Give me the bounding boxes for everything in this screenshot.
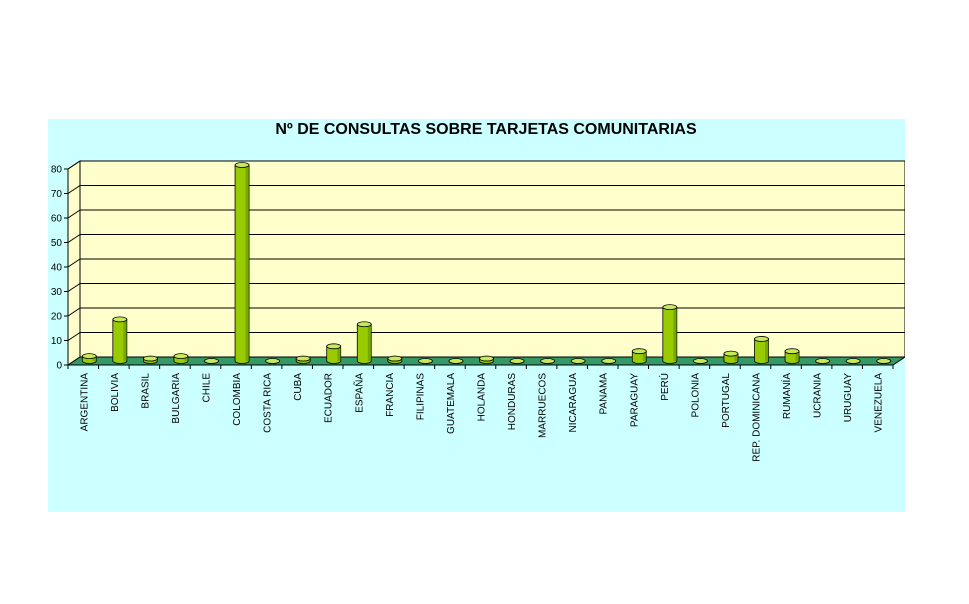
bar-top	[204, 358, 219, 364]
x-tick-label: MARRUECOS	[538, 373, 549, 438]
x-tick-label: FILIPINAS	[415, 373, 426, 421]
bar-shade	[123, 319, 127, 361]
bar-top	[509, 358, 525, 364]
x-tick-label: RUMANÍA	[780, 373, 793, 419]
chart-area: Nº DE CONSULTAS SOBRE TARJETAS COMUNITAR…	[48, 119, 905, 512]
bar-top	[142, 355, 158, 362]
y-tick-label: 80	[51, 165, 63, 176]
gridline-side	[67, 258, 81, 268]
bar-top	[448, 358, 464, 364]
gridline-side	[67, 283, 81, 292]
x-tick-label: ESPAÑA	[352, 373, 365, 413]
bar-top	[387, 355, 403, 362]
x-tick-label: BULGARIA	[171, 373, 182, 424]
bar-top	[112, 316, 128, 323]
x-tick-label: CHILE	[202, 373, 213, 403]
x-tick-label: COLOMBIA	[232, 373, 243, 426]
bar-top	[570, 358, 586, 364]
x-tick-label: BRASIL	[140, 373, 151, 409]
x-tick-label: POLONIA	[690, 373, 701, 418]
x-tick-label: HOLANDA	[477, 373, 488, 422]
bar-top	[326, 343, 342, 350]
x-tick-label: PARAGUAY	[629, 373, 640, 427]
bar-shade	[765, 338, 769, 361]
bar-top	[784, 348, 800, 355]
bar-shade	[673, 307, 677, 361]
bar-shade	[367, 324, 372, 361]
x-tick-label: URUGUAY	[843, 373, 854, 423]
gridline-side	[67, 185, 81, 194]
x-tick-label: COSTA RICA	[263, 373, 274, 433]
x-tick-label: PERÚ	[658, 373, 671, 401]
bar-top	[723, 350, 739, 357]
bar-top	[815, 358, 831, 364]
bar-top	[417, 358, 433, 364]
y-tick-label: 10	[51, 336, 63, 347]
bar-top	[662, 304, 678, 311]
bar-shade	[245, 165, 250, 361]
bar-top	[234, 162, 250, 168]
bar-shade	[642, 351, 647, 361]
bar-shade	[92, 356, 97, 361]
chart-title: Nº DE CONSULTAS SOBRE TARJETAS COMUNITAR…	[275, 121, 697, 138]
x-tick-label: VENEZUELA	[874, 373, 885, 433]
bar-shade	[734, 353, 738, 361]
x-tick-label: CUBA	[293, 373, 304, 401]
gridline-side	[67, 209, 81, 219]
bar	[662, 306, 678, 364]
y-tick-label: 70	[51, 189, 63, 200]
bar-shade	[184, 356, 188, 361]
gridline-side	[67, 332, 81, 341]
bar-top	[265, 358, 281, 364]
y-tick-label: 60	[51, 214, 63, 225]
bar-top	[540, 358, 556, 364]
x-tick-label: BOLIVIA	[110, 373, 121, 412]
bar-chart: Nº DE CONSULTAS SOBRE TARJETAS COMUNITAR…	[51, 121, 905, 462]
y-tick-label: 40	[51, 263, 63, 274]
bar-top	[845, 358, 861, 364]
x-tick-label: PORTUGAL	[721, 373, 732, 428]
bar-shade	[795, 351, 800, 361]
y-tick-label: 50	[51, 238, 63, 249]
bar-top	[295, 355, 311, 362]
gridline-side	[67, 160, 81, 170]
y-tick-label: 0	[56, 361, 62, 372]
bar-top	[876, 358, 892, 364]
x-tick-label: HONDURAS	[507, 373, 518, 431]
x-tick-label: GUATEMALA	[446, 373, 457, 434]
x-tick-label: FRANCIA	[385, 373, 396, 417]
bar	[112, 318, 128, 364]
bar	[326, 345, 342, 364]
bar-top	[479, 355, 494, 362]
y-tick-label: 20	[51, 312, 63, 323]
bar-top	[356, 321, 372, 328]
x-tick-label: UCRANIA	[813, 373, 824, 418]
bar-top	[754, 336, 769, 342]
bar-top	[81, 353, 97, 360]
bar-top	[631, 348, 647, 355]
gridline-side	[67, 234, 81, 243]
x-tick-label: PANAMA	[599, 373, 610, 415]
x-tick-label: NICARAGUA	[568, 373, 579, 433]
bar-top	[601, 358, 617, 364]
x-tick-label: ECUADOR	[324, 373, 335, 423]
x-tick-label: ARGENTINA	[79, 373, 90, 432]
gridline-side	[67, 307, 81, 317]
x-tick-label: REP. DOMINICANA	[752, 373, 763, 462]
bar-shade	[337, 346, 341, 361]
bar-top	[173, 353, 189, 360]
bar-top	[692, 358, 708, 364]
y-tick-label: 30	[51, 287, 63, 298]
